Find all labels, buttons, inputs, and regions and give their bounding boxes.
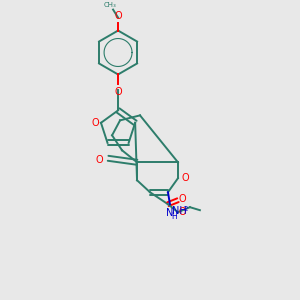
Text: O: O xyxy=(182,173,190,183)
Text: O: O xyxy=(179,207,187,217)
Text: NH: NH xyxy=(172,206,187,216)
Text: N: N xyxy=(166,208,174,218)
Text: H: H xyxy=(171,212,177,221)
Text: O: O xyxy=(114,11,122,21)
Text: O: O xyxy=(92,118,99,128)
Text: CH₃: CH₃ xyxy=(104,2,116,8)
Text: O: O xyxy=(95,155,103,165)
Text: O: O xyxy=(179,194,187,204)
Text: O: O xyxy=(114,87,122,98)
Text: 2: 2 xyxy=(184,206,188,212)
